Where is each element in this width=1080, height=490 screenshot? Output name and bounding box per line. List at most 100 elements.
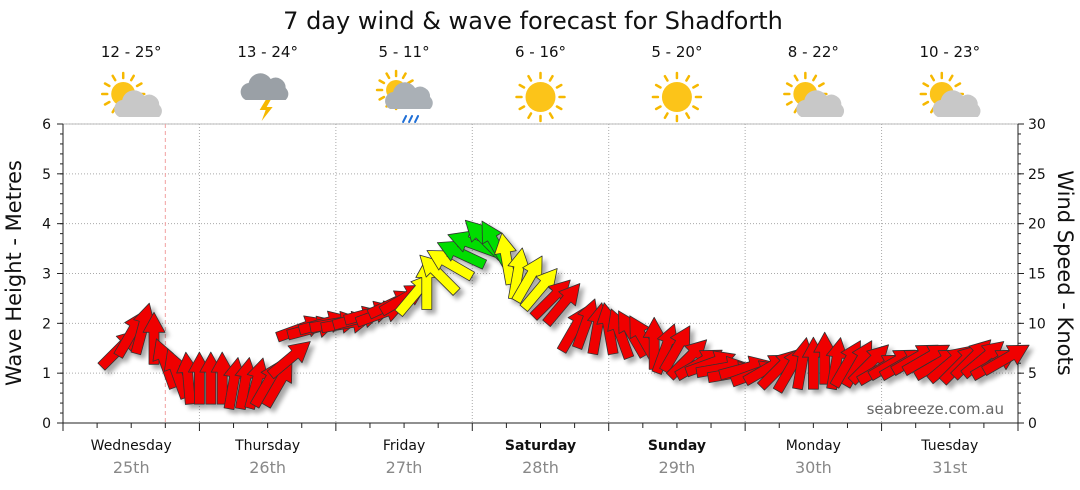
y-tick-right-label: 5 [1028,366,1037,382]
sun-ray [922,82,930,88]
wind-arrow [436,240,487,270]
sun-ray [930,74,936,82]
sun-ray [385,72,391,80]
wind-arrow [419,254,461,296]
partly-cloudy-icon [100,71,162,117]
y-axis-title-right: Wind Speed - Knots [1053,170,1077,375]
wind-series [97,219,1030,410]
x-date-label: 30th [795,458,832,477]
wind-arrow [426,250,475,282]
cloud-shape [932,90,981,117]
wind-arrow [266,341,311,380]
sun-ray [129,74,135,82]
sun-ray [817,82,825,88]
x-day-label: Sunday [648,438,706,454]
sun-ray [663,112,669,120]
sun-ray [378,79,386,85]
sun-ray [692,83,699,89]
partly-cloudy-icon [919,71,981,117]
sun-ray [406,79,414,85]
sun-ray [111,74,117,82]
sun-ray [663,74,669,82]
shower-icon [375,69,433,123]
day-temp-range: 10 - 23° [919,43,980,61]
day-temp-range: 6 - 16° [515,43,566,61]
x-date-label: 29th [659,458,696,477]
sun-ray [103,82,111,88]
y-tick-left-label: 0 [42,416,51,432]
sun-ray [548,112,554,120]
cloud-shape [240,73,289,100]
x-date-label: 25th [113,458,150,477]
y-tick-right-label: 20 [1028,217,1046,233]
y-tick-left-label: 2 [42,316,51,332]
x-day-label: Friday [383,438,425,454]
sun-ray [654,105,662,111]
sun-ray [103,100,111,106]
chart-title: 7 day wind & wave forecast for Shadforth [283,7,783,35]
storm-icon [240,73,289,121]
partly-cloudy-icon [783,71,845,117]
wind-arrow [519,268,558,312]
wind-arrow [130,302,156,356]
day-temp-range: 5 - 11° [379,43,430,61]
x-date-label: 31st [932,458,967,477]
brand-watermark: seabreeze.com.au [867,400,1004,418]
sun-ray [948,74,954,82]
x-date-label: 28th [522,458,559,477]
x-date-label: 26th [249,458,286,477]
day-headers: 12 - 25° Wednesday 25th 13 - 24° Thursday 26t… [91,43,981,477]
wind-arrow [981,344,1030,376]
y-tick-left-label: 3 [42,267,51,283]
sun-ray [401,72,407,80]
day-temp-range: 13 - 24° [237,43,298,61]
cloud-shape [796,90,845,117]
sun-ray [692,105,699,111]
y-tick-left-label: 4 [42,217,51,233]
day-temp-range: 12 - 25° [101,43,162,61]
sun-ray [518,83,526,89]
y-axis-title-left: Wave Height - Metres [2,160,26,386]
day-temp-range: 5 - 20° [651,43,702,61]
sun-ray [378,95,386,101]
sunny-icon [651,71,703,123]
sun-ray [527,74,533,82]
y-tick-left-label: 6 [42,117,51,133]
y-tick-right-label: 15 [1028,267,1046,283]
rain-drop [408,115,414,123]
x-date-label: 27th [386,458,423,477]
x-day-label: Monday [786,438,841,454]
sun-ray [527,112,533,120]
sun-ray [793,74,799,82]
y-tick-left-label: 5 [42,167,51,183]
sun-ray [555,83,563,89]
sun-ray [685,74,691,82]
sun-ray [548,74,554,82]
wind-arrow [542,283,581,327]
x-day-label: Wednesday [91,438,172,454]
cloud-shape [385,82,433,109]
sun-ray [954,82,962,88]
sun-ray [135,82,143,88]
rain-drop [402,115,408,123]
y-tick-left-label: 1 [42,366,51,382]
wind-arrow [511,255,543,304]
sun-ray [555,105,563,111]
sun-ray [812,74,818,82]
sun-ray [654,83,662,89]
sun-ray [785,82,793,88]
rain-drop [414,115,420,123]
sun-disc [525,82,556,112]
x-day-label: Saturday [505,438,576,454]
sunny-icon [515,71,566,123]
sun-ray [685,112,691,120]
y-tick-right-label: 25 [1028,167,1046,183]
x-day-label: Tuesday [920,438,978,454]
y-tick-right-label: 10 [1028,316,1046,332]
day-temp-range: 8 - 22° [788,43,839,61]
sun-ray [518,105,526,111]
lightning-bolt [259,100,273,121]
sun-disc [661,82,692,112]
cloud-shape [114,90,162,117]
